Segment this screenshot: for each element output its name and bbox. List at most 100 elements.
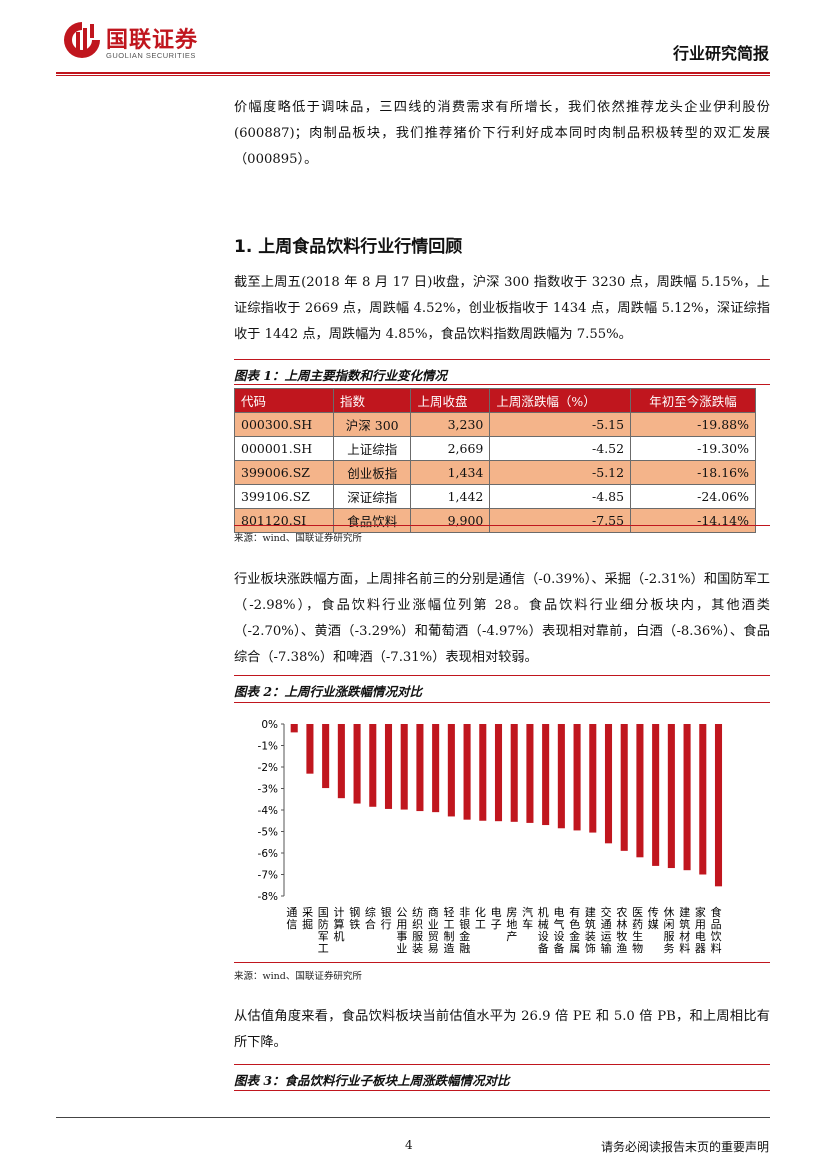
bar — [384, 724, 393, 809]
cell-index: 深证综指 — [332, 484, 412, 509]
x-tick-label: 钢铁 — [349, 906, 360, 931]
y-tick-label: -1% — [258, 741, 278, 753]
y-tick-label: -7% — [258, 870, 278, 882]
x-tick-label: 通信 — [286, 906, 297, 931]
bar — [369, 724, 377, 807]
header-code: 代码 — [234, 388, 334, 413]
figure2-bottom-rule — [234, 962, 770, 963]
bar — [667, 724, 675, 869]
page-number: 4 — [405, 1138, 413, 1152]
x-tick-label: 建筑装饰 — [585, 905, 596, 955]
header-index: 指数 — [332, 388, 412, 413]
cell-weekly: -4.52 — [489, 436, 632, 461]
y-tick-label: 0% — [261, 719, 278, 731]
x-tick-label: 电气设备 — [554, 906, 565, 955]
x-tick-label: 房地产 — [506, 906, 517, 943]
x-tick-label: 综合 — [365, 905, 376, 931]
header-divider — [56, 72, 770, 74]
x-tick-label: 农林牧渔 — [616, 905, 627, 955]
y-tick-label: -6% — [258, 848, 278, 860]
figure3-caption-rule — [234, 1090, 770, 1091]
bar — [510, 724, 518, 822]
figure1-caption-rule — [234, 384, 770, 385]
cell-code: 399106.SZ — [234, 484, 334, 509]
header-ytd: 年初至今涨跌幅 — [630, 388, 756, 413]
valuation-paragraph: 从估值角度来看，食品饮料板块当前估值水平为 26.9 倍 PE 和 5.0 倍 … — [234, 1009, 770, 1050]
y-tick-label: -3% — [258, 784, 278, 796]
cell-index: 创业板指 — [332, 460, 412, 485]
x-tick-label: 有色金属 — [569, 905, 580, 955]
x-tick-label: 国防军工 — [318, 906, 329, 955]
cell-code: 801120.SI — [234, 508, 334, 533]
figure1-bottom-rule — [234, 525, 770, 526]
cell-weekly: -7.55 — [489, 508, 632, 533]
x-tick-label: 公用事业 — [396, 906, 407, 955]
footer-divider — [56, 1117, 770, 1118]
figure1-top-rule — [234, 359, 770, 360]
x-tick-label: 交通运输 — [601, 905, 612, 955]
y-tick-label: -8% — [258, 891, 278, 903]
bar — [463, 724, 471, 820]
bar — [589, 724, 597, 833]
x-tick-label: 传媒 — [648, 906, 659, 931]
bar — [604, 724, 613, 844]
bar — [526, 724, 534, 823]
section-title: 1. 上周食品饮料行业行情回顾 — [234, 237, 463, 257]
table-row: 000001.SH 上证综指 2,669 -4.52 -19.30% — [234, 436, 756, 461]
x-tick-label: 轻工制造 — [444, 905, 455, 955]
header-close: 上周收盘 — [410, 388, 491, 413]
bar — [479, 724, 487, 821]
bar — [683, 724, 691, 871]
cell-ytd: -18.16% — [630, 460, 756, 485]
cell-code: 000001.SH — [234, 436, 334, 461]
bar — [714, 724, 723, 887]
cell-ytd: -14.14% — [630, 508, 756, 533]
figure2-caption-rule — [234, 702, 770, 703]
cell-close: 9,900 — [410, 508, 491, 533]
bar — [322, 724, 330, 789]
y-tick-label: -5% — [258, 827, 278, 839]
x-tick-label: 建筑材料 — [679, 905, 690, 955]
bar — [542, 724, 550, 826]
y-axis: 0% -1% -2% -3% -4% -5% -6% -7% -8% — [258, 719, 285, 903]
cell-close: 1,434 — [410, 460, 491, 485]
x-tick-label: 医药生物 — [632, 906, 643, 955]
bar — [290, 724, 298, 733]
bar — [306, 724, 314, 774]
x-axis-labels: 通信采掘国防军工计算机钢铁综合银行公用事业纺织服装商业贸易轻工制造非银金融化工电… — [286, 905, 721, 955]
logo-mark-icon — [64, 22, 100, 58]
bar — [432, 724, 440, 813]
cell-index: 食品饮料 — [332, 508, 412, 533]
table-row: 801120.SI 食品饮料 9,900 -7.55 -14.14% — [234, 508, 756, 533]
header-divider-thin — [56, 75, 770, 76]
company-logo: 国联证券 GUOLIAN SECURITIES — [62, 20, 232, 64]
x-tick-label: 商业贸易 — [428, 905, 439, 955]
x-tick-label: 家用电器 — [695, 905, 706, 955]
cell-ytd: -19.30% — [630, 436, 756, 461]
y-tick-label: -2% — [258, 762, 278, 774]
figure1-caption: 图表 1：上周主要指数和行业变化情况 — [234, 368, 448, 383]
y-tick-label: -4% — [258, 805, 278, 817]
index-table: 代码 指数 上周收盘 上周涨跌幅（%） 年初至今涨跌幅 000300.SH 沪深… — [234, 388, 756, 533]
report-type-title: 行业研究简报 — [672, 44, 769, 63]
cell-close: 3,230 — [410, 412, 491, 437]
bar — [400, 724, 408, 810]
bar — [447, 724, 455, 817]
industry-bar-chart: 0% -1% -2% -3% -4% -5% -6% -7% -8% 通信采掘国防军工计算机钢铁… — [258, 719, 723, 955]
cell-ytd: -24.06% — [630, 484, 756, 509]
cell-weekly: -5.12 — [489, 460, 632, 485]
bar — [652, 724, 660, 866]
bar — [337, 724, 345, 799]
logo-text-en: GUOLIAN SECURITIES — [106, 51, 196, 60]
x-tick-label: 纺织服装 — [412, 905, 423, 955]
x-tick-label: 银行 — [381, 905, 392, 931]
figure1-source: 来源：wind、国联证券研究所 — [234, 533, 362, 544]
table-row: 000300.SH 沪深 300 3,230 -5.15 -19.88% — [234, 412, 756, 437]
bar — [416, 724, 424, 812]
x-tick-label: 计算机 — [334, 906, 345, 943]
bar — [699, 724, 707, 875]
x-tick-label: 休闲服务 — [664, 906, 675, 955]
cell-weekly: -5.15 — [489, 412, 632, 437]
bar — [557, 724, 565, 829]
x-tick-label: 汽车 — [522, 905, 533, 931]
